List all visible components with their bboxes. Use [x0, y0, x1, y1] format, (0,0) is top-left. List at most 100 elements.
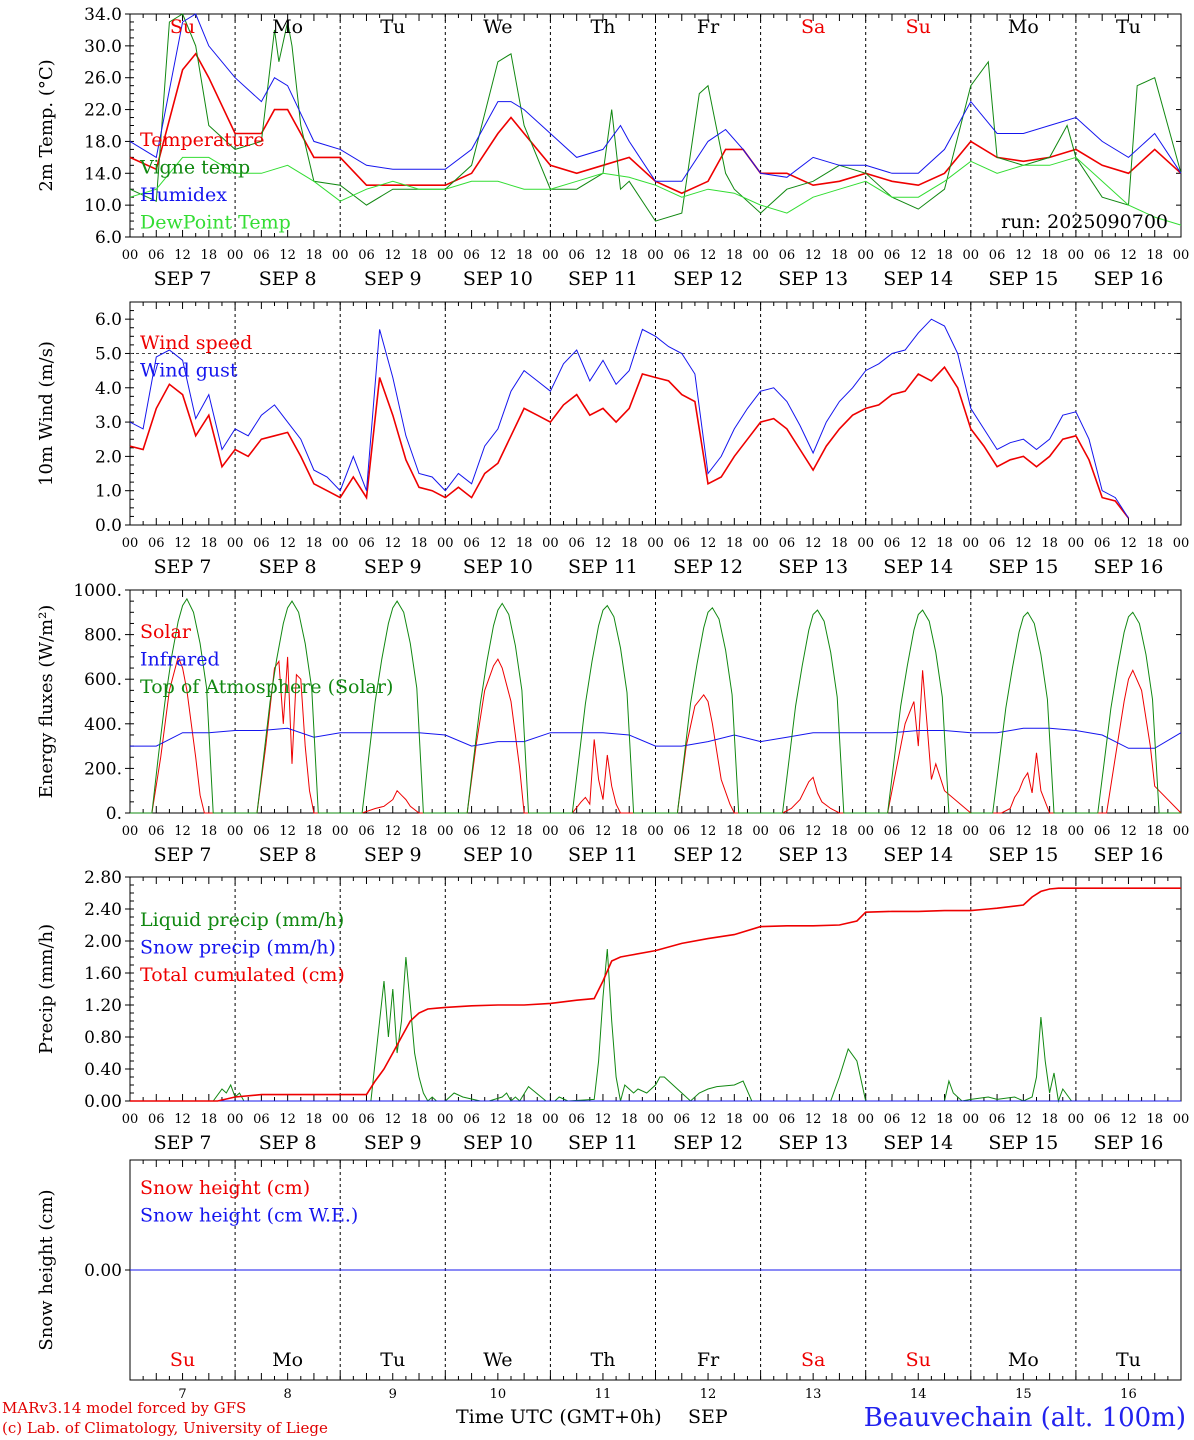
hour-label: 06: [779, 248, 796, 263]
panel-5: 0.00 Snow height (cm) Snow height (cm) Snow…: [36, 1159, 1182, 1381]
hour-label: 00: [752, 248, 769, 263]
hour-label: 12: [805, 248, 822, 263]
hour-label: 12: [1015, 824, 1032, 839]
date-label: SEP 12: [673, 1132, 743, 1154]
hour-label: 12: [490, 536, 507, 551]
hour-label: 00: [332, 824, 349, 839]
hour-label: 12: [805, 536, 822, 551]
legend-entry: DewPoint Temp: [140, 212, 291, 234]
y-tick-label: 1.60: [84, 964, 122, 984]
hour-label: 18: [411, 248, 428, 263]
day-name: Tu: [380, 16, 405, 38]
hour-label: 18: [936, 1112, 953, 1127]
date-label: SEP 15: [988, 1132, 1058, 1154]
hour-label: 12: [805, 1112, 822, 1127]
hour-label: 06: [148, 536, 165, 551]
hour-label: 12: [1015, 248, 1032, 263]
date-label: SEP 14: [883, 844, 953, 866]
hour-label: 06: [989, 1112, 1006, 1127]
hour-label: 06: [884, 824, 901, 839]
hour-label: 00: [647, 824, 664, 839]
hour-label: 00: [542, 1112, 559, 1127]
hour-label: 00: [122, 824, 139, 839]
date-label: SEP 11: [568, 1132, 638, 1154]
series-line-temperature: [129, 52, 1182, 195]
y-tick-label: 0.40: [84, 1060, 122, 1080]
hour-label: 18: [726, 1112, 743, 1127]
y-tick-label: 18.0: [84, 132, 122, 152]
date-label: SEP 8: [259, 268, 317, 290]
hour-label: 06: [568, 1112, 585, 1127]
y-tick-label: 5.0: [95, 344, 122, 364]
date-label: SEP 14: [883, 268, 953, 290]
y-tick-label: 6.0: [95, 228, 122, 248]
hour-label: 12: [1015, 536, 1032, 551]
hour-label: 18: [201, 824, 218, 839]
date-label: SEP 16: [1094, 844, 1164, 866]
day-name-bottom: Th: [590, 1349, 615, 1371]
hour-label: 12: [700, 536, 717, 551]
panel-2: 0.0 1.0 2.0 3.0 4.0 5.0 6.0 10m Wind (m/s) Wind …: [36, 301, 1189, 578]
hour-label: 12: [384, 824, 401, 839]
y-tick-label: 34.0: [84, 5, 122, 25]
series-line-top-of-atmosphere-solar-: [130, 597, 1181, 814]
date-label: SEP 14: [883, 556, 953, 578]
hour-label: 12: [700, 824, 717, 839]
series-line-infrared: [130, 727, 1182, 749]
hour-label: 12: [910, 824, 927, 839]
hour-label: 18: [516, 824, 533, 839]
date-label: SEP 11: [568, 844, 638, 866]
hour-label: 12: [1120, 824, 1137, 839]
hour-label: 18: [411, 824, 428, 839]
hour-label: 00: [963, 824, 980, 839]
date-label: SEP 11: [568, 268, 638, 290]
hour-label: 12: [279, 1112, 296, 1127]
y-tick-label: 800.: [84, 626, 122, 646]
panel-4: 0.00 0.40 0.80 1.20 1.60 2.00 2.40 2.80 Precip (…: [36, 868, 1189, 1154]
legend-entry: Temperature: [140, 129, 264, 151]
hour-label: 12: [174, 248, 191, 263]
hour-label: 00: [437, 248, 454, 263]
day-number: 8: [284, 1387, 292, 1402]
series-line-humidex: [129, 13, 1182, 182]
date-label: SEP 13: [778, 1132, 848, 1154]
hour-label: 00: [332, 248, 349, 263]
hour-label: 18: [516, 248, 533, 263]
day-name-bottom: Tu: [380, 1349, 405, 1371]
hour-label: 00: [332, 536, 349, 551]
day-name: Fr: [697, 16, 720, 38]
hour-label: 18: [1041, 824, 1058, 839]
date-label: SEP 16: [1094, 556, 1164, 578]
day-number: 14: [910, 1387, 927, 1402]
day-name: Th: [590, 16, 615, 38]
hour-label: 18: [201, 248, 218, 263]
y-tick-label: 0.00: [84, 1261, 122, 1281]
hour-label: 12: [174, 824, 191, 839]
hour-label: 00: [437, 1112, 454, 1127]
date-label: SEP 13: [778, 268, 848, 290]
day-name-bottom: Sa: [801, 1349, 825, 1371]
y-tick-label: 1.0: [95, 482, 122, 502]
hour-label: 00: [122, 536, 139, 551]
date-label: SEP 7: [154, 844, 212, 866]
hour-label: 06: [674, 536, 691, 551]
hour-label: 06: [253, 1112, 270, 1127]
hour-label: 06: [463, 824, 480, 839]
legend-entry: Infrared: [140, 649, 220, 671]
hour-label: 06: [1094, 1112, 1111, 1127]
hour-label: 12: [700, 248, 717, 263]
hour-label: 18: [411, 1112, 428, 1127]
day-name-bottom: Fr: [697, 1349, 720, 1371]
day-name: Su: [906, 16, 931, 38]
date-label: SEP 12: [673, 556, 743, 578]
y-tick-label: 26.0: [84, 69, 122, 89]
hour-label: 00: [752, 824, 769, 839]
date-label: SEP 7: [154, 268, 212, 290]
hour-label: 00: [647, 536, 664, 551]
series-line-vigne-temp: [129, 13, 1182, 222]
plot-frame: [129, 301, 1182, 526]
hour-label: 06: [463, 248, 480, 263]
hour-label: 18: [621, 248, 638, 263]
date-label: SEP 8: [259, 556, 317, 578]
